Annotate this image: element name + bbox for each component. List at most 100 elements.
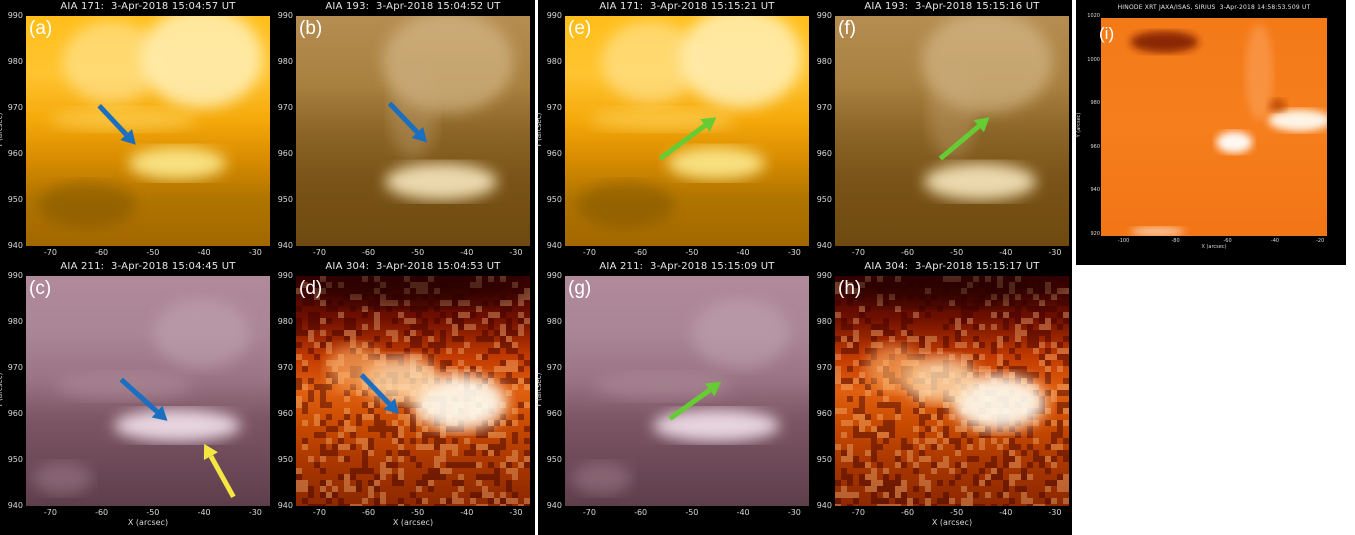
x-tick-label: -70 bbox=[582, 508, 596, 517]
y-tick-label: 940 bbox=[277, 241, 293, 250]
y-tick-label: 940 bbox=[816, 241, 832, 250]
y-tick-label: 940 bbox=[7, 501, 23, 510]
y-tick-label: 960 bbox=[7, 409, 23, 418]
y-tick-label: 960 bbox=[277, 149, 293, 158]
panel-title: HINODE XRT JAXA/ISAS, SIRIUS 3-Apr-2018 … bbox=[1117, 4, 1311, 11]
y-tick-label: 980 bbox=[1090, 100, 1100, 107]
panel-title: AIA 171: 3-Apr-2018 15:15:21 UT bbox=[599, 1, 775, 12]
solar-image bbox=[26, 276, 270, 506]
image-texture bbox=[921, 16, 1053, 201]
panel-i: HINODE XRT JAXA/ISAS, SIRIUS 3-Apr-2018 … bbox=[1076, 4, 1327, 250]
x-tick-label: -70 bbox=[43, 248, 57, 257]
y-tick-label: 970 bbox=[546, 363, 562, 372]
x-tick-label: -80 bbox=[1171, 238, 1180, 244]
x-tick-label: -50 bbox=[146, 508, 160, 517]
panel-label: (g) bbox=[568, 278, 592, 299]
x-tick-label: -60 bbox=[95, 248, 109, 257]
x-tick-label: -30 bbox=[1048, 508, 1062, 517]
y-tick-label: 970 bbox=[277, 103, 293, 112]
panel-title: AIA 211: 3-Apr-2018 15:04:45 UT bbox=[60, 261, 236, 272]
panel-label: (a) bbox=[29, 18, 53, 39]
x-tick-label: -70 bbox=[851, 248, 865, 257]
x-tick-label: -40 bbox=[736, 508, 750, 517]
y-tick-label: 980 bbox=[546, 57, 562, 66]
y-tick-label: 970 bbox=[816, 363, 832, 372]
y-tick-label: 950 bbox=[546, 195, 562, 204]
x-tick-label: -50 bbox=[685, 508, 699, 517]
y-tick-label: 980 bbox=[816, 317, 832, 326]
y-tick-label: 980 bbox=[277, 57, 293, 66]
x-tick-label: -60 bbox=[95, 508, 109, 517]
x-tick-label: -30 bbox=[1048, 248, 1062, 257]
y-tick-label: 950 bbox=[816, 455, 832, 464]
x-tick-label: -30 bbox=[787, 248, 801, 257]
y-tick-label: 980 bbox=[7, 57, 23, 66]
x-tick-label: -30 bbox=[248, 508, 262, 517]
y-tick-label: 950 bbox=[277, 195, 293, 204]
y-tick-label: 990 bbox=[7, 11, 23, 20]
x-tick-label: -70 bbox=[312, 508, 326, 517]
x-tick-label: -40 bbox=[197, 248, 211, 257]
solar-image bbox=[26, 16, 270, 246]
y-tick-label: 970 bbox=[816, 103, 832, 112]
y-tick-label: 980 bbox=[7, 317, 23, 326]
image-texture bbox=[296, 276, 530, 506]
y-tick-label: 950 bbox=[7, 195, 23, 204]
y-tick-label: 940 bbox=[816, 501, 832, 510]
image-texture bbox=[38, 16, 263, 228]
y-axis-label: Y (arcsec) bbox=[1076, 112, 1082, 138]
panel-title: AIA 193: 3-Apr-2018 15:15:16 UT bbox=[864, 1, 1040, 12]
y-axis-label: Y (arcsec) bbox=[535, 112, 543, 148]
y-tick-label: 960 bbox=[546, 409, 562, 418]
x-tick-label: -40 bbox=[736, 248, 750, 257]
y-tick-label: 960 bbox=[816, 409, 832, 418]
y-axis-label: Y (arcsec) bbox=[0, 372, 4, 408]
x-tick-label: -50 bbox=[411, 508, 425, 517]
panel-c: AIA 211: 3-Apr-2018 15:04:45 UT (c) 990 980… bbox=[0, 261, 270, 527]
x-axis-label: X (arcsec) bbox=[127, 518, 169, 527]
image-texture bbox=[382, 16, 514, 201]
x-axis-label: X (arcsec) bbox=[1201, 244, 1227, 250]
y-tick-label: 970 bbox=[277, 363, 293, 372]
y-tick-label: 990 bbox=[7, 271, 23, 280]
x-tick-label: -50 bbox=[685, 248, 699, 257]
panel-b: AIA 193: 3-Apr-2018 15:04:52 UT (b) 990 980… bbox=[278, 1, 530, 257]
panel-title: AIA 171: 3-Apr-2018 15:04:57 UT bbox=[60, 1, 236, 12]
x-axis-label: X (arcsec) bbox=[931, 518, 973, 527]
y-tick-label: 960 bbox=[277, 409, 293, 418]
x-axis-label: X (arcsec) bbox=[392, 518, 434, 527]
panel-title: AIA 211: 3-Apr-2018 15:15:09 UT bbox=[599, 261, 775, 272]
solar-image bbox=[1101, 18, 1327, 236]
x-tick-label: -40 bbox=[460, 508, 474, 517]
y-tick-label: 950 bbox=[7, 455, 23, 464]
y-tick-label: 920 bbox=[1090, 231, 1100, 237]
x-tick-label: -20 bbox=[1316, 238, 1325, 244]
x-tick-label: -30 bbox=[509, 508, 523, 517]
y-tick-label: 940 bbox=[277, 501, 293, 510]
x-tick-label: -60 bbox=[361, 248, 376, 257]
panel-title: AIA 304: 3-Apr-2018 15:04:53 UT bbox=[325, 261, 501, 272]
x-tick-label: -40 bbox=[999, 248, 1013, 257]
solar-image bbox=[835, 276, 1069, 506]
solar-image bbox=[296, 276, 530, 506]
image-texture bbox=[33, 299, 251, 495]
image-texture bbox=[572, 299, 790, 495]
x-tick-label: -70 bbox=[851, 508, 865, 517]
x-tick-label: -50 bbox=[146, 248, 160, 257]
y-tick-label: 960 bbox=[816, 149, 832, 158]
x-tick-label: -60 bbox=[1223, 238, 1232, 244]
y-tick-label: 990 bbox=[277, 11, 293, 20]
y-tick-label: 950 bbox=[546, 455, 562, 464]
y-tick-label: 1000 bbox=[1087, 56, 1100, 63]
y-tick-label: 960 bbox=[7, 149, 23, 158]
x-tick-label: -50 bbox=[950, 508, 964, 517]
y-tick-label: 950 bbox=[277, 455, 293, 464]
y-tick-label: 990 bbox=[546, 271, 562, 280]
x-tick-label: -50 bbox=[950, 248, 964, 257]
x-tick-label: -60 bbox=[900, 248, 915, 257]
panel-label: (c) bbox=[29, 278, 52, 299]
x-tick-label: -40 bbox=[999, 508, 1013, 517]
y-tick-label: 980 bbox=[277, 317, 293, 326]
panel-label: (f) bbox=[838, 18, 856, 39]
panel-g: AIA 211: 3-Apr-2018 15:15:09 UT (g) 990 980… bbox=[535, 261, 809, 517]
